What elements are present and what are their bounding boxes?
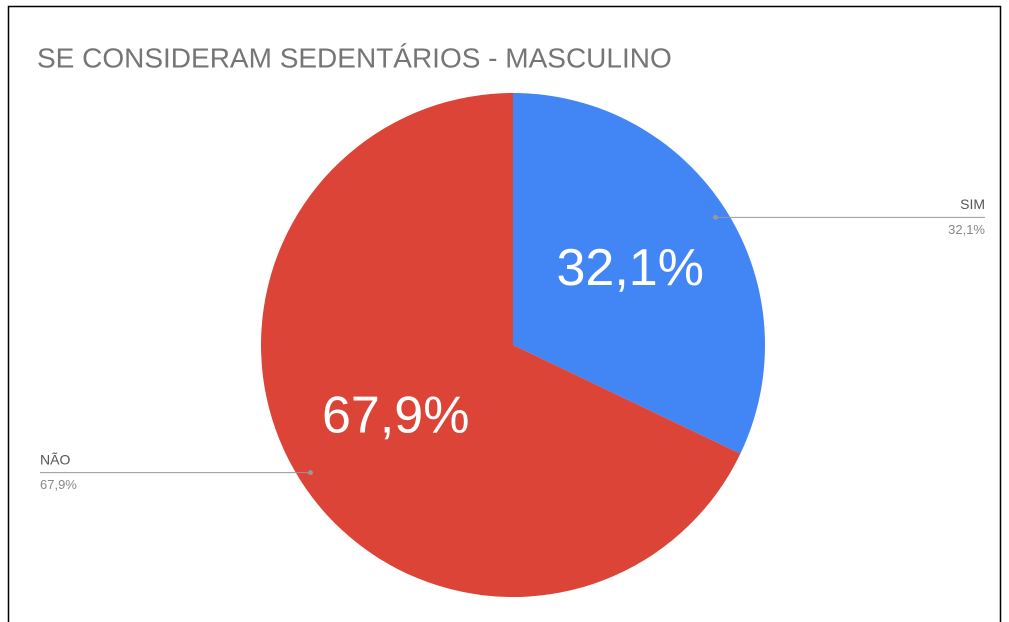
slice-label: 67,9%	[322, 387, 469, 445]
pie-slice	[261, 93, 741, 597]
legend-label: NÃO	[40, 451, 70, 467]
legend-label: SIM	[960, 196, 985, 212]
slice-label: 32,1%	[557, 239, 704, 297]
pie-slice	[513, 93, 765, 454]
legend-value: 67,9%	[40, 477, 77, 492]
chart-title: SE CONSIDERAM SEDENTÁRIOS - MASCULINO	[37, 42, 672, 73]
legend-value: 32,1%	[948, 222, 985, 237]
leader-dot	[307, 470, 313, 476]
leader-dot	[713, 214, 719, 220]
